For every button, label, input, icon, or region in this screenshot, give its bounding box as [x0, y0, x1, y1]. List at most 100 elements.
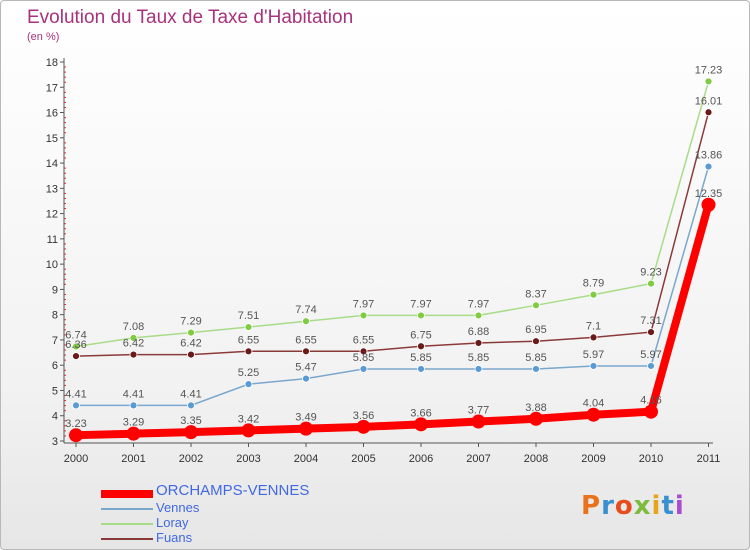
data-point-orchamps-vennes	[701, 197, 716, 212]
legend-label: Fuans	[156, 530, 193, 545]
data-label-orchamps-vennes: 3.29	[123, 417, 144, 429]
data-point-vennes	[589, 362, 598, 370]
legend-label: Vennes	[156, 500, 200, 515]
data-point-vennes	[244, 380, 253, 389]
chart-subtitle: (en %)	[27, 31, 60, 43]
data-label-orchamps-vennes: 3.77	[468, 405, 489, 417]
y-tick-label: 14	[46, 158, 58, 170]
y-tick-label: 7	[52, 335, 58, 347]
data-label-orchamps-vennes: 4.04	[583, 398, 604, 410]
data-label-orchamps-vennes: 3.35	[180, 415, 201, 427]
y-tick-label: 9	[52, 284, 58, 296]
x-tick-label: 2003	[236, 453, 260, 465]
data-point-loray	[244, 323, 253, 331]
legend-swatch	[101, 508, 153, 510]
data-label-fuans: 6.55	[238, 334, 259, 346]
data-point-fuans	[704, 108, 713, 117]
y-tick-label: 12	[46, 209, 58, 221]
data-label-vennes: 5.97	[640, 349, 661, 361]
x-tick-label: 2005	[351, 453, 375, 465]
legend-swatch	[101, 490, 153, 498]
x-tick-label: 2000	[64, 453, 88, 465]
data-label-fuans: 7.31	[640, 315, 661, 327]
data-label-loray: 7.51	[238, 310, 259, 322]
data-label-fuans: 6.95	[525, 324, 546, 336]
data-label-fuans: 6.42	[123, 338, 144, 350]
data-label-vennes: 5.97	[583, 349, 604, 361]
data-point-vennes	[187, 401, 195, 410]
series-line-orchamps-vennes	[75, 203, 713, 440]
x-tick-label: 2008	[524, 453, 548, 465]
data-point-orchamps-vennes	[414, 417, 428, 432]
data-point-vennes	[532, 365, 540, 373]
legend-label: Loray	[156, 515, 189, 530]
series-line-vennes	[76, 166, 710, 407]
y-tick-label: 8	[52, 310, 58, 322]
data-point-vennes	[704, 162, 713, 171]
data-label-orchamps-vennes: 4.16	[640, 395, 661, 407]
y-tick-label: 13	[46, 183, 58, 195]
data-label-loray: 7.08	[123, 321, 144, 333]
data-label-loray: 7.97	[353, 298, 374, 310]
y-tick-label: 18	[46, 57, 58, 69]
data-point-fuans	[647, 328, 655, 337]
data-label-loray: 6.74	[65, 330, 86, 342]
y-tick-label: 17	[46, 82, 58, 94]
data-label-vennes: 4.41	[123, 388, 144, 400]
data-label-orchamps-vennes: 3.56	[353, 410, 374, 422]
y-tick-label: 15	[46, 133, 58, 145]
data-label-fuans: 6.88	[468, 326, 489, 338]
data-point-loray	[129, 334, 138, 342]
data-label-vennes: 4.41	[65, 388, 86, 400]
data-point-loray	[187, 328, 195, 337]
legend-label: ORCHAMPS-VENNES	[156, 482, 310, 499]
data-point-fuans	[474, 339, 483, 347]
data-label-orchamps-vennes: 3.42	[238, 413, 259, 425]
data-point-orchamps-vennes	[241, 423, 256, 438]
data-label-orchamps-vennes: 3.88	[525, 402, 546, 414]
data-label-vennes: 5.85	[525, 352, 546, 364]
data-point-orchamps-vennes	[586, 407, 601, 422]
x-tick-label: 2004	[294, 453, 318, 465]
data-point-fuans	[532, 337, 540, 346]
data-point-loray	[417, 311, 425, 320]
data-point-vennes	[417, 365, 425, 373]
data-label-fuans: 16.01	[695, 95, 723, 107]
data-point-vennes	[474, 365, 483, 373]
data-point-fuans	[302, 347, 310, 356]
data-label-loray: 7.97	[468, 298, 489, 310]
data-label-orchamps-vennes: 3.49	[295, 412, 316, 424]
y-tick-label: 3	[52, 436, 58, 448]
x-tick-label: 2006	[409, 453, 433, 465]
data-point-loray	[72, 342, 80, 351]
y-tick-label: 11	[47, 234, 58, 246]
series-line-fuans	[75, 112, 710, 357]
x-tick-label: 2011	[697, 453, 721, 465]
data-label-fuans: 6.75	[410, 329, 431, 341]
data-point-orchamps-vennes	[126, 426, 141, 441]
data-point-orchamps-vennes	[644, 404, 658, 419]
data-point-loray	[474, 311, 483, 320]
data-point-fuans	[244, 347, 253, 356]
data-label-fuans: 6.36	[65, 339, 86, 351]
data-point-fuans	[129, 350, 138, 359]
legend-swatch	[101, 538, 153, 540]
x-tick-label: 2010	[639, 453, 663, 465]
data-label-loray: 9.23	[640, 267, 661, 279]
data-label-vennes: 4.41	[180, 388, 201, 400]
data-point-vennes	[647, 362, 655, 370]
data-point-orchamps-vennes	[471, 414, 486, 429]
data-point-orchamps-vennes	[299, 421, 313, 436]
data-point-orchamps-vennes	[529, 411, 543, 426]
data-label-vennes: 5.85	[410, 352, 431, 364]
data-point-vennes	[129, 401, 138, 410]
data-label-loray: 8.37	[525, 288, 546, 300]
legend-swatch	[101, 523, 153, 525]
data-point-orchamps-vennes	[184, 425, 198, 440]
y-tick-label: 6	[52, 360, 58, 372]
data-point-fuans	[589, 333, 598, 342]
y-tick-label: 4	[52, 411, 58, 423]
y-tick-label: 16	[46, 108, 58, 120]
